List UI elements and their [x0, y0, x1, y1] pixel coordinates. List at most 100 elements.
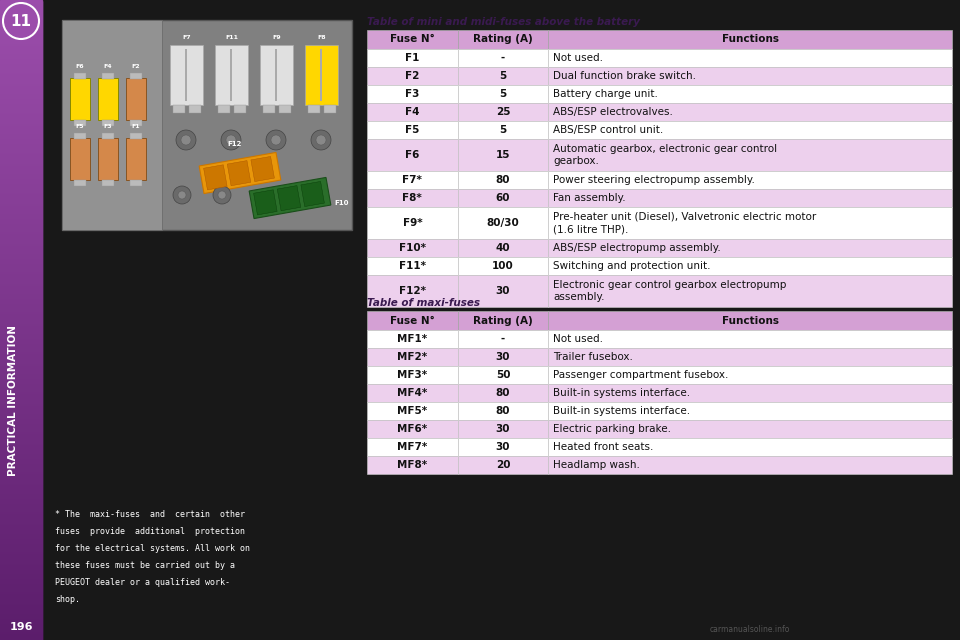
Bar [0, 161, 42, 163]
Bar [0, 395, 42, 397]
Bar [0, 426, 42, 428]
Bar [0, 529, 42, 531]
Bar [0, 293, 42, 294]
Bar [367, 30, 458, 49]
Bar [367, 257, 458, 275]
Bar [0, 220, 42, 221]
Bar [0, 303, 42, 305]
Bar [0, 408, 42, 410]
Bar [0, 10, 42, 12]
Bar [0, 630, 42, 632]
Bar [0, 549, 42, 550]
Bar [0, 477, 42, 479]
Bar [228, 161, 251, 186]
Bar [0, 427, 42, 429]
Bar [0, 308, 42, 310]
Bar [0, 211, 42, 212]
Bar [0, 213, 42, 214]
Bar [0, 110, 42, 111]
Bar [548, 275, 952, 307]
Text: Power steering electropump assembly.: Power steering electropump assembly. [553, 175, 756, 185]
Bar [0, 119, 42, 120]
Bar [0, 491, 42, 493]
Bar [0, 500, 42, 502]
Bar [0, 398, 42, 399]
Bar [0, 80, 42, 81]
Bar [458, 366, 548, 384]
Bar [0, 598, 42, 600]
Bar [0, 272, 42, 273]
Bar [0, 299, 42, 301]
Bar [0, 160, 42, 161]
Bar [0, 415, 42, 417]
Bar [0, 202, 42, 204]
Bar [0, 72, 42, 74]
Bar [0, 73, 42, 74]
Bar [0, 540, 42, 541]
Bar [0, 262, 42, 264]
Text: 100: 100 [492, 261, 514, 271]
Bar [0, 625, 42, 627]
Bar [0, 16, 42, 17]
Bar [0, 123, 42, 125]
Text: F7: F7 [182, 35, 191, 40]
Bar [0, 396, 42, 397]
Text: F11*: F11* [398, 261, 426, 271]
Bar [0, 628, 42, 630]
Bar [0, 566, 42, 568]
Bar [0, 514, 42, 515]
Bar [260, 45, 293, 105]
Bar [0, 481, 42, 483]
Bar [0, 13, 42, 15]
Text: Fuse N°: Fuse N° [390, 316, 435, 326]
Bar [458, 49, 548, 67]
Bar [0, 18, 42, 19]
Bar [0, 362, 42, 364]
Bar [0, 0, 42, 1]
Bar [0, 108, 42, 109]
Bar [308, 105, 320, 113]
Bar [0, 221, 42, 223]
Text: 50: 50 [495, 370, 511, 380]
Circle shape [316, 135, 326, 145]
Text: Heated front seats.: Heated front seats. [553, 442, 654, 452]
Bar [0, 389, 42, 390]
Bar [0, 311, 42, 312]
Bar [0, 506, 42, 508]
Text: fuses  provide  additional  protection: fuses provide additional protection [55, 527, 245, 536]
Bar [0, 505, 42, 506]
Bar [0, 111, 42, 113]
Bar [0, 464, 42, 465]
Bar [0, 339, 42, 340]
Bar [0, 381, 42, 383]
Bar [0, 413, 42, 415]
Bar [548, 67, 952, 85]
Bar [98, 78, 118, 120]
Bar [98, 138, 118, 180]
Bar [102, 73, 114, 79]
Bar [0, 235, 42, 237]
Bar [0, 98, 42, 99]
Bar [0, 402, 42, 403]
Bar [0, 178, 42, 179]
Bar [275, 49, 277, 101]
Circle shape [176, 130, 196, 150]
Bar [0, 583, 42, 584]
Bar [0, 587, 42, 589]
Bar [279, 105, 291, 113]
Bar [0, 301, 42, 303]
Text: 25: 25 [495, 107, 511, 117]
Bar [0, 527, 42, 529]
Text: 196: 196 [10, 622, 33, 632]
Text: F10: F10 [334, 200, 348, 206]
Bar [0, 614, 42, 616]
Bar [0, 493, 42, 495]
Text: MF5*: MF5* [397, 406, 427, 416]
Text: F1: F1 [405, 53, 420, 63]
Bar [0, 15, 42, 17]
Bar [548, 139, 952, 171]
Bar [0, 366, 42, 367]
Bar [0, 407, 42, 408]
Text: Automatic gearbox, electronic gear control
gearbox.: Automatic gearbox, electronic gear contr… [553, 144, 778, 166]
Bar [0, 210, 42, 211]
